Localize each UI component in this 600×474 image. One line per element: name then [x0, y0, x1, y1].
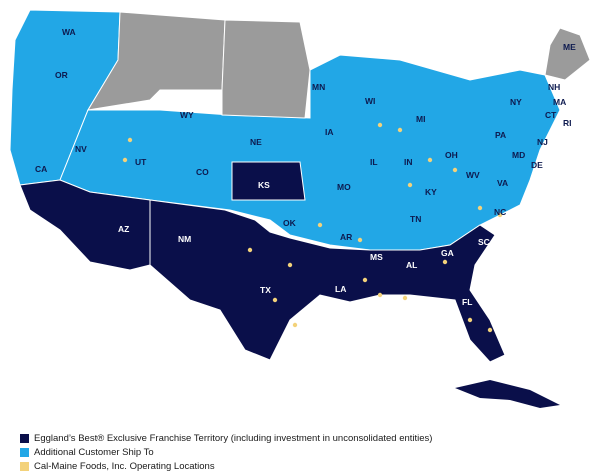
- state-label: ME: [563, 42, 576, 52]
- state-label: IL: [370, 157, 378, 167]
- state-label: WY: [180, 110, 194, 120]
- location-dot: [292, 322, 298, 328]
- legend-entry-ship-to: Additional Customer Ship To: [20, 446, 590, 459]
- location-dot: [452, 167, 458, 173]
- location-dot: [427, 157, 433, 163]
- legend-swatch: [20, 462, 29, 471]
- state-label: MN: [312, 82, 325, 92]
- state-label: OR: [55, 70, 68, 80]
- state-label: NM: [178, 234, 191, 244]
- location-dot: [497, 212, 503, 218]
- state-label: CO: [196, 167, 209, 177]
- state-label: CT: [545, 110, 557, 120]
- location-dot: [362, 277, 368, 283]
- state-label: DE: [531, 160, 543, 170]
- legend-label: Cal-Maine Foods, Inc. Operating Location…: [34, 461, 215, 472]
- franchise-kansas: [231, 161, 306, 201]
- state-label: KY: [425, 187, 437, 197]
- location-dot: [442, 259, 448, 265]
- state-label: MO: [337, 182, 351, 192]
- ship-to-region-central: [59, 54, 561, 251]
- state-label: AR: [340, 232, 352, 242]
- state-labels-ship-to: WA OR CA NV UT WY CO NE MN IA WI IL MO O…: [35, 27, 576, 242]
- state-label: IA: [325, 127, 334, 137]
- gray-state-nd-sd: [221, 19, 311, 119]
- map-legend: Eggland’s Best® Exclusive Franchise Terr…: [20, 432, 590, 474]
- state-label: AL: [406, 260, 417, 270]
- operating-locations: [122, 122, 503, 333]
- state-label: NE: [250, 137, 262, 147]
- location-dot: [487, 327, 493, 333]
- state-label: SC: [478, 237, 490, 247]
- state-label: MI: [416, 114, 425, 124]
- state-label: CA: [35, 164, 47, 174]
- state-label: MA: [553, 97, 566, 107]
- state-label: GA: [441, 248, 454, 258]
- state-label: MS: [370, 252, 383, 262]
- location-dot: [377, 292, 383, 298]
- state-label: KS: [258, 180, 270, 190]
- state-label: WI: [365, 96, 375, 106]
- legend-swatch: [20, 448, 29, 457]
- location-dot: [402, 295, 408, 301]
- state-label: PA: [495, 130, 506, 140]
- legend-swatch: [20, 434, 29, 443]
- state-label: IN: [404, 157, 413, 167]
- location-dot: [127, 137, 133, 143]
- state-label: TN: [410, 214, 421, 224]
- location-dot: [397, 127, 403, 133]
- location-dot: [357, 237, 363, 243]
- state-label: NH: [548, 82, 560, 92]
- location-dot: [272, 297, 278, 303]
- location-dot: [247, 247, 253, 253]
- legend-label: Eggland’s Best® Exclusive Franchise Terr…: [34, 433, 433, 444]
- state-label: WA: [62, 27, 76, 37]
- location-dot: [407, 182, 413, 188]
- state-label: AZ: [118, 224, 129, 234]
- state-label: OH: [445, 150, 458, 160]
- state-label: NJ: [537, 137, 548, 147]
- state-label: NY: [510, 97, 522, 107]
- state-label: MD: [512, 150, 525, 160]
- state-label: LA: [335, 284, 346, 294]
- legend-label: Additional Customer Ship To: [34, 447, 154, 458]
- state-label: VA: [497, 178, 508, 188]
- location-dot: [317, 222, 323, 228]
- state-label: NV: [75, 144, 87, 154]
- us-map: WA OR CA NV UT WY CO NE MN IA WI IL MO O…: [9, 9, 591, 408]
- state-label: WV: [466, 170, 480, 180]
- state-label: NC: [494, 207, 506, 217]
- state-label: OK: [283, 218, 297, 228]
- location-dot: [477, 205, 483, 211]
- location-dot: [122, 157, 128, 163]
- franchise-south: [149, 199, 506, 363]
- state-label: TX: [260, 285, 271, 295]
- legend-entry-franchise: Eggland’s Best® Exclusive Franchise Terr…: [20, 432, 590, 445]
- state-label: UT: [135, 157, 147, 167]
- location-dot: [467, 317, 473, 323]
- state-label: FL: [462, 297, 472, 307]
- caribbean-island: [455, 380, 560, 408]
- location-dot: [377, 122, 383, 128]
- legend-entry-locations: Cal-Maine Foods, Inc. Operating Location…: [20, 460, 590, 473]
- franchise-southwest: [19, 179, 151, 271]
- location-dot: [287, 262, 293, 268]
- gray-state-me: [544, 27, 591, 81]
- state-label: RI: [563, 118, 572, 128]
- state-labels-franchise: KS AZ NM TX LA MS AL GA SC FL: [118, 180, 490, 307]
